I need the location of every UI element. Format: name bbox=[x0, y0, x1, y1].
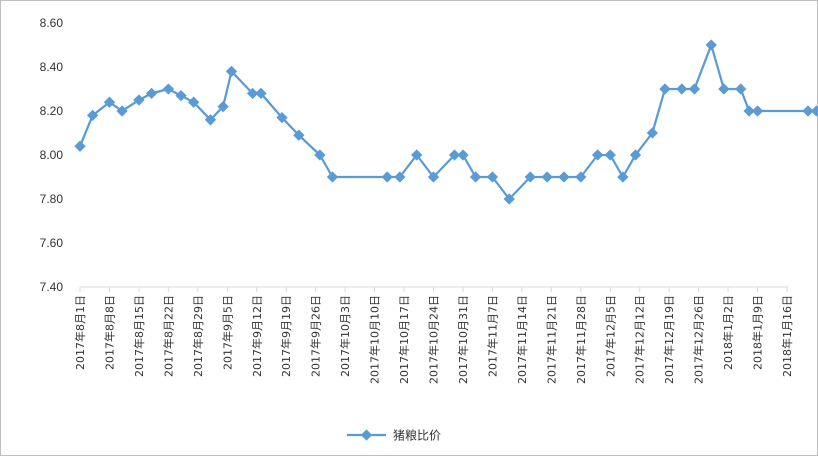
x-tick-label: 2018年1月9日 bbox=[751, 295, 765, 370]
x-tick-label: 2017年8月22日 bbox=[161, 295, 175, 377]
data-point bbox=[145, 87, 158, 100]
data-point bbox=[718, 83, 730, 95]
x-tick-label: 2017年11月7日 bbox=[485, 295, 499, 377]
x-tick-label: 2017年12月19日 bbox=[662, 295, 676, 384]
legend: 猪粮比价 bbox=[347, 428, 441, 443]
x-tick-label: 2017年12月12日 bbox=[633, 295, 647, 384]
data-point bbox=[457, 149, 469, 161]
data-point bbox=[381, 171, 393, 183]
data-point bbox=[705, 39, 717, 51]
x-tick-label: 2017年10月17日 bbox=[397, 295, 411, 384]
x-tick-label: 2017年10月10日 bbox=[368, 295, 382, 384]
data-point bbox=[604, 149, 616, 161]
x-tick-label: 2017年8月8日 bbox=[102, 295, 116, 370]
x-tick-label: 2018年1月2日 bbox=[721, 295, 735, 370]
y-tick-label: 7.60 bbox=[40, 236, 64, 250]
x-tick-label: 2017年10月3日 bbox=[338, 295, 352, 377]
x-tick-label: 2017年8月1日 bbox=[73, 295, 87, 370]
x-tick-label: 2017年8月15日 bbox=[132, 295, 146, 377]
x-tick-label: 2017年10月31日 bbox=[456, 295, 470, 384]
data-point bbox=[676, 83, 688, 95]
data-point bbox=[688, 83, 701, 95]
x-tick-label: 2017年11月21日 bbox=[544, 295, 558, 384]
data-point bbox=[617, 171, 629, 183]
y-tick-label: 7.80 bbox=[40, 192, 64, 206]
data-point bbox=[133, 94, 145, 106]
x-tick-label: 2018年1月16日 bbox=[780, 295, 794, 377]
x-tick-label: 2017年10月24日 bbox=[427, 295, 441, 384]
legend-swatch-marker bbox=[360, 429, 373, 441]
series-group bbox=[74, 39, 818, 205]
x-tick-label: 2017年9月26日 bbox=[309, 295, 323, 377]
x-tick-label: 2017年11月14日 bbox=[515, 295, 529, 384]
y-tick-label: 8.60 bbox=[40, 16, 64, 30]
data-point bbox=[162, 83, 175, 95]
data-point bbox=[74, 140, 86, 152]
data-point bbox=[810, 105, 818, 117]
x-tick-label: 2017年9月12日 bbox=[250, 295, 264, 377]
series-line bbox=[78, 43, 818, 201]
y-tick-label: 8.00 bbox=[40, 148, 64, 162]
data-point bbox=[558, 171, 570, 183]
data-point bbox=[735, 83, 747, 95]
y-tick-label: 8.20 bbox=[40, 104, 64, 118]
y-tick-label: 8.40 bbox=[40, 60, 64, 74]
y-axis-ticks: 8.60 8.40 8.20 8.00 7.80 7.60 7.40 bbox=[40, 16, 64, 294]
x-axis-ticks: 2017年8月1日 2017年8月8日 2017年8月15日 2017年8月22日 20… bbox=[73, 287, 794, 384]
x-tick-label: 2017年9月19日 bbox=[279, 295, 293, 377]
x-tick-label: 2017年11月28日 bbox=[574, 295, 588, 384]
data-point bbox=[541, 171, 553, 183]
x-tick-label: 2017年9月5日 bbox=[220, 295, 234, 370]
data-point bbox=[751, 105, 764, 117]
legend-label: 猪粮比价 bbox=[393, 428, 441, 443]
x-tick-label: 2017年8月29日 bbox=[191, 295, 205, 377]
data-point bbox=[175, 89, 187, 102]
data-point bbox=[469, 171, 482, 183]
data-point bbox=[659, 83, 671, 95]
x-tick-label: 2017年12月26日 bbox=[692, 295, 706, 384]
y-tick-label: 7.40 bbox=[40, 280, 64, 294]
x-tick-label: 2017年12月5日 bbox=[603, 295, 617, 377]
data-point bbox=[326, 171, 339, 183]
